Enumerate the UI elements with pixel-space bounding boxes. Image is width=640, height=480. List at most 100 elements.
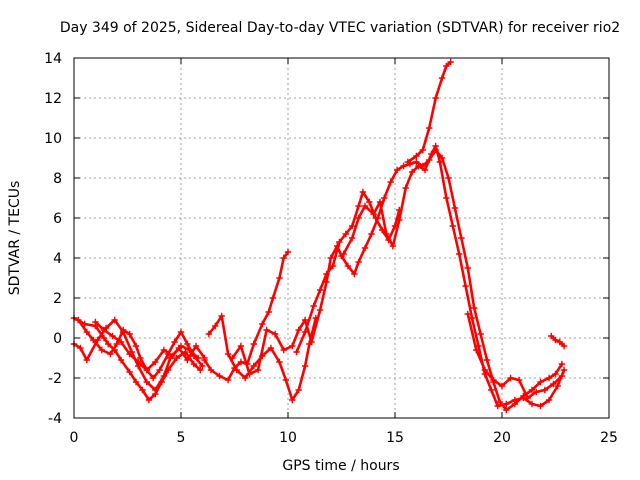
data-point xyxy=(329,262,337,270)
data-point xyxy=(552,370,559,378)
data-point xyxy=(560,342,568,350)
data-point xyxy=(408,168,416,176)
data-point xyxy=(156,366,163,374)
data-point xyxy=(237,342,245,350)
data-point xyxy=(107,350,114,358)
data-point xyxy=(117,356,125,364)
data-point xyxy=(387,178,394,186)
data-point xyxy=(413,152,420,160)
data-point xyxy=(361,244,369,252)
data-point xyxy=(149,374,157,382)
data-point xyxy=(237,358,245,366)
data-point xyxy=(126,330,133,338)
data-point xyxy=(554,382,561,390)
data-point xyxy=(207,366,215,374)
data-point xyxy=(301,316,309,324)
data-point xyxy=(481,366,489,374)
y-tick-label: -4 xyxy=(48,411,62,427)
data-point xyxy=(515,376,523,384)
data-point xyxy=(355,214,362,222)
plot-frame xyxy=(73,57,610,419)
data-point xyxy=(276,274,283,282)
data-point xyxy=(111,316,118,324)
data-point xyxy=(415,162,422,170)
data-point xyxy=(351,270,358,278)
data-point xyxy=(169,352,176,360)
data-point xyxy=(197,366,204,374)
data-point xyxy=(558,372,566,380)
data-point xyxy=(524,394,531,402)
grid-layer xyxy=(74,58,609,418)
data-point xyxy=(192,342,200,350)
data-point xyxy=(94,336,101,344)
data-point xyxy=(282,376,290,384)
data-point xyxy=(355,202,362,210)
y-tick-label: 12 xyxy=(44,91,62,107)
data-point xyxy=(456,250,463,258)
data-point xyxy=(293,348,300,356)
data-point xyxy=(77,344,84,352)
data-point xyxy=(498,382,506,390)
data-point xyxy=(126,368,133,376)
data-point xyxy=(263,326,270,334)
series-layer xyxy=(70,58,568,414)
data-point xyxy=(143,366,150,374)
data-point xyxy=(507,374,514,382)
data-point xyxy=(443,194,450,202)
data-point xyxy=(152,386,159,394)
data-point xyxy=(145,396,153,404)
data-point xyxy=(289,396,296,404)
series-track-k xyxy=(464,310,566,402)
data-point xyxy=(503,400,510,408)
data-point xyxy=(426,124,433,132)
data-point xyxy=(160,346,168,354)
data-point xyxy=(368,230,375,238)
y-tick-label: 8 xyxy=(53,171,62,187)
data-point xyxy=(250,340,257,348)
data-point xyxy=(186,346,193,354)
data-point xyxy=(342,230,349,238)
chart-title: Day 349 of 2025, Sidereal Day-to-day VTE… xyxy=(60,20,620,36)
data-point xyxy=(541,386,548,394)
y-tick-label: 10 xyxy=(44,131,62,147)
data-point xyxy=(537,402,544,410)
data-point xyxy=(537,378,544,386)
data-point xyxy=(419,146,427,154)
data-point xyxy=(327,254,334,262)
data-point xyxy=(548,332,555,340)
y-tick-label: 6 xyxy=(53,211,62,227)
data-point xyxy=(451,204,459,212)
y-tick-label: 14 xyxy=(44,51,62,67)
data-point xyxy=(381,194,388,202)
data-point xyxy=(269,294,277,302)
data-point xyxy=(528,400,536,408)
data-point xyxy=(449,222,456,230)
series-track-j xyxy=(404,58,454,166)
data-point xyxy=(242,374,249,382)
data-point xyxy=(558,360,566,368)
data-point xyxy=(132,342,140,350)
data-point xyxy=(100,326,108,334)
data-point xyxy=(301,362,309,370)
data-point xyxy=(366,198,373,206)
y-axis-label: SDTVAR / TECUs xyxy=(7,181,23,296)
data-point xyxy=(105,340,112,348)
data-point xyxy=(137,354,144,362)
data-point xyxy=(184,356,191,364)
data-point xyxy=(117,338,125,346)
data-point xyxy=(400,162,407,170)
data-point xyxy=(109,332,116,340)
data-point xyxy=(376,198,384,206)
x-tick-label: 5 xyxy=(177,430,186,446)
data-point xyxy=(340,250,347,258)
data-point xyxy=(470,304,478,312)
data-point xyxy=(533,388,540,396)
y-tick-label: 4 xyxy=(53,251,62,267)
data-point xyxy=(349,222,356,230)
data-point xyxy=(443,62,450,70)
data-point xyxy=(355,258,362,266)
data-point xyxy=(184,340,191,348)
data-point xyxy=(100,334,108,342)
data-point xyxy=(421,166,429,174)
data-point xyxy=(528,386,536,394)
